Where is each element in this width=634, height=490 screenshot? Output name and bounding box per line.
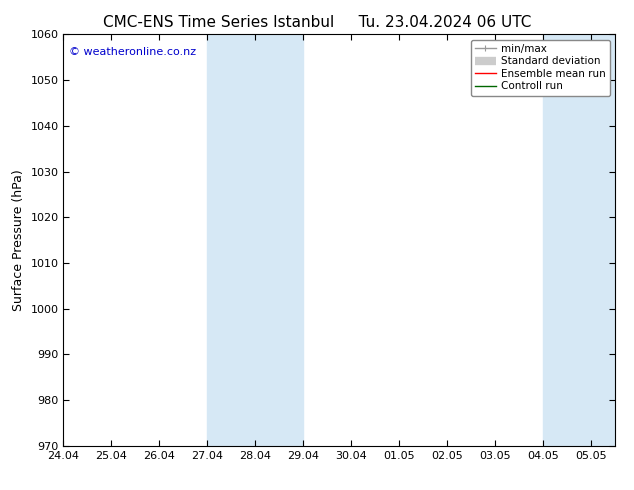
Text: © weatheronline.co.nz: © weatheronline.co.nz: [69, 47, 196, 57]
Y-axis label: Surface Pressure (hPa): Surface Pressure (hPa): [12, 169, 25, 311]
Legend: min/max, Standard deviation, Ensemble mean run, Controll run: min/max, Standard deviation, Ensemble me…: [470, 40, 610, 96]
Bar: [543, 34, 634, 446]
Text: CMC-ENS Time Series Istanbul     Tu. 23.04.2024 06 UTC: CMC-ENS Time Series Istanbul Tu. 23.04.2…: [103, 15, 531, 30]
Bar: [207, 34, 303, 446]
